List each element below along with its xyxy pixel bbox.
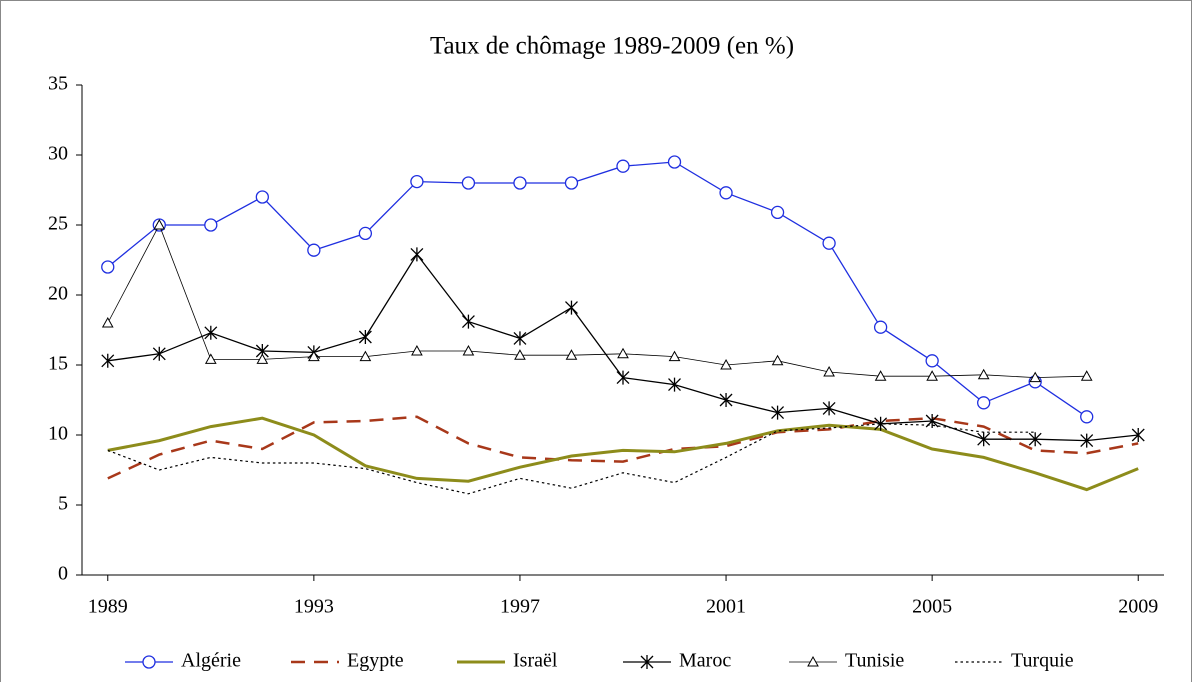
marker — [410, 247, 424, 262]
marker — [719, 186, 733, 200]
marker — [925, 354, 939, 368]
marker — [1080, 370, 1093, 381]
marker — [256, 353, 269, 364]
marker — [807, 655, 819, 667]
marker — [513, 176, 527, 190]
marker — [771, 354, 784, 366]
y-tick-label: 5 — [58, 493, 68, 515]
legend-item: Tunisie — [789, 650, 904, 672]
marker — [462, 344, 475, 356]
marker — [874, 416, 888, 431]
marker — [204, 353, 217, 364]
marker — [410, 174, 424, 189]
legend-label: Israël — [513, 650, 558, 672]
marker — [513, 331, 527, 346]
legend-label: Turquie — [1011, 650, 1074, 672]
marker — [1131, 428, 1145, 442]
marker — [461, 176, 476, 190]
legend-item: Maroc — [623, 650, 731, 672]
marker — [977, 368, 990, 380]
x-tick-label: 2005 — [912, 596, 952, 618]
marker — [359, 350, 372, 362]
marker — [926, 370, 938, 381]
legend-item: Egypte — [291, 650, 404, 672]
marker — [101, 353, 115, 368]
marker — [719, 393, 733, 407]
x-tick-label: 2001 — [706, 596, 746, 618]
marker — [1029, 371, 1042, 383]
marker — [152, 346, 166, 361]
marker — [616, 159, 630, 173]
y-tick-label: 20 — [48, 283, 68, 305]
chart-title: Taux de chômage 1989-2009 (en %) — [430, 33, 794, 60]
marker — [668, 377, 681, 392]
legend-label: Egypte — [347, 650, 404, 672]
series-line — [107, 423, 1036, 495]
marker — [640, 655, 654, 669]
marker — [1028, 432, 1042, 447]
series-line — [107, 224, 1087, 379]
legend-label: Maroc — [679, 650, 731, 672]
marker — [411, 344, 423, 356]
x-tick-label: 1997 — [500, 596, 540, 618]
marker — [101, 316, 114, 328]
marker — [255, 190, 269, 204]
legend-label: Algérie — [181, 650, 241, 672]
marker — [616, 370, 630, 385]
marker — [977, 432, 991, 447]
marker — [823, 365, 835, 377]
marker — [770, 205, 785, 220]
marker — [977, 396, 991, 410]
y-tick-label: 25 — [48, 213, 68, 235]
marker — [822, 236, 836, 250]
marker — [1080, 410, 1094, 424]
x-tick-label: 2009 — [1118, 596, 1158, 618]
marker — [358, 226, 373, 241]
marker — [565, 300, 578, 315]
marker — [667, 155, 682, 169]
y-tick-label: 10 — [48, 423, 68, 445]
series-line — [107, 416, 1139, 492]
y-tick-label: 15 — [48, 353, 68, 375]
marker — [101, 260, 115, 274]
x-tick-label: 1993 — [294, 596, 334, 618]
marker — [204, 325, 218, 340]
legend-item: Israël — [457, 650, 558, 672]
marker — [720, 358, 732, 370]
y-tick-label: 35 — [48, 73, 68, 95]
series-line — [107, 415, 1139, 480]
marker — [822, 401, 836, 416]
marker — [461, 314, 475, 329]
marker — [514, 349, 526, 360]
legend-item: Turquie — [955, 650, 1074, 672]
legend-label: Tunisie — [845, 650, 904, 672]
legend-item: Algérie — [125, 650, 241, 672]
x-tick-label: 1989 — [88, 596, 128, 618]
marker — [358, 330, 372, 344]
y-tick-label: 0 — [58, 563, 68, 585]
series-line — [107, 161, 1088, 418]
marker — [307, 243, 321, 257]
marker — [142, 655, 156, 669]
marker — [564, 176, 579, 190]
marker — [668, 350, 681, 362]
marker — [204, 218, 218, 232]
marker — [771, 405, 785, 420]
marker — [153, 218, 166, 230]
y-tick-label: 30 — [48, 143, 68, 165]
marker — [308, 350, 320, 362]
marker — [873, 320, 888, 334]
marker — [1080, 433, 1094, 448]
marker — [874, 370, 887, 381]
marker — [565, 349, 578, 360]
marker — [617, 347, 629, 359]
